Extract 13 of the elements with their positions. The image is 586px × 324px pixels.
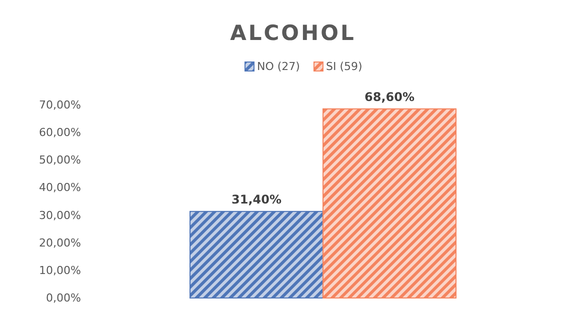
legend-label: NO (27) bbox=[257, 60, 300, 73]
y-tick-label: 20,00% bbox=[39, 236, 81, 250]
y-tick-label: 10,00% bbox=[39, 264, 81, 277]
legend-label: SI (59) bbox=[326, 60, 362, 73]
y-tick-label: 70,00% bbox=[39, 98, 81, 112]
y-tick-label: 50,00% bbox=[39, 154, 81, 167]
y-tick-label: 0,00% bbox=[46, 292, 81, 305]
data-label: 31,40% bbox=[232, 192, 282, 206]
chart-title: ALCOHOL bbox=[230, 21, 356, 45]
y-tick-label: 30,00% bbox=[39, 208, 81, 222]
y-tick-label: 60,00% bbox=[39, 126, 81, 140]
data-label: 68,60% bbox=[364, 90, 414, 104]
y-tick-label: 40,00% bbox=[39, 181, 81, 194]
